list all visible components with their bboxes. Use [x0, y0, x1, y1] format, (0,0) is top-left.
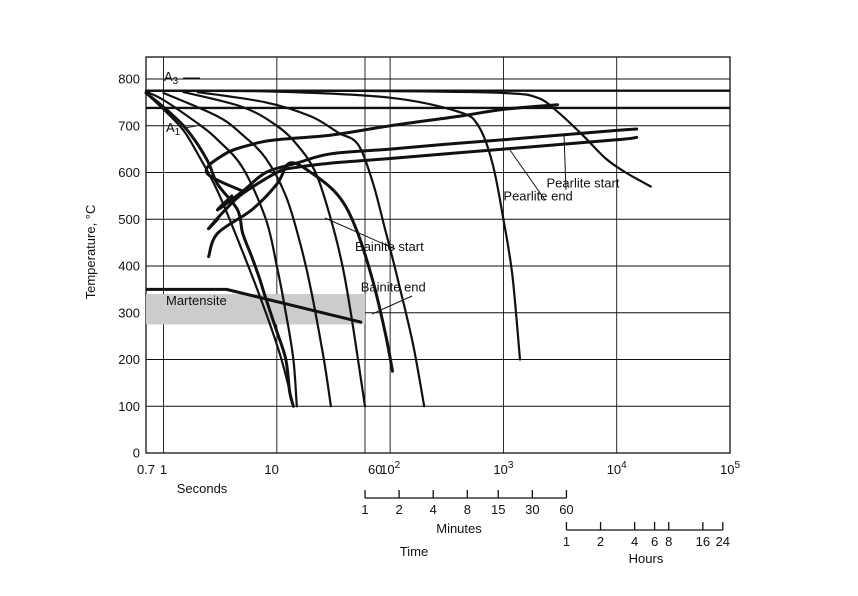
hours-tick-label: 4: [631, 534, 638, 549]
minutes-tick-label: 2: [395, 502, 402, 517]
hours-tick-label: 8: [665, 534, 672, 549]
minutes-label: Minutes: [436, 521, 482, 536]
transformation-curve-3: [216, 127, 639, 212]
cooling-curve-5: [196, 91, 426, 408]
hours-tick-label: 1: [563, 534, 570, 549]
y-tick-label: 100: [118, 399, 140, 414]
x-tick-label: 0.7: [137, 462, 155, 477]
a3-label: A3: [164, 69, 179, 87]
x-tick-label: 103: [493, 460, 513, 477]
transformation-curve-2: [204, 103, 559, 193]
x-tick-label: 1: [160, 462, 167, 477]
x-tick-label: 10: [264, 462, 278, 477]
curves: [144, 89, 730, 408]
annotation-label: Pearlite start: [546, 175, 619, 190]
y-tick-label: 200: [118, 352, 140, 367]
bainite-end-leader: [371, 295, 413, 315]
minutes-tick-label: 30: [525, 502, 539, 517]
y-tick-label: 500: [118, 212, 140, 227]
x-tick-label: 104: [607, 460, 627, 477]
x-units-label: Seconds: [177, 481, 228, 496]
minutes-tick-label: 15: [491, 502, 505, 517]
hours-tick-label: 2: [597, 534, 604, 549]
hours-label: Hours: [629, 551, 664, 566]
a1-leader: [183, 125, 197, 129]
pearlite-end-leader: [509, 149, 546, 201]
annotation-label: Bainite end: [361, 280, 426, 295]
y-tick-label: 700: [118, 118, 140, 133]
cooling-curve-3: [162, 91, 332, 408]
x-tick-label: 102: [380, 460, 400, 477]
bainite-start-leader: [324, 217, 396, 250]
y-tick-label: 400: [118, 259, 140, 274]
y-tick-label: 300: [118, 305, 140, 320]
transformation-curve-1: [144, 91, 295, 408]
cooling-curve-1: [144, 91, 295, 408]
transformation-curve-5: [207, 161, 394, 373]
martensite-label: Martensite: [166, 293, 227, 308]
hours-tick-label: 24: [716, 534, 730, 549]
martensite-band: [146, 294, 365, 325]
plot-frame: [145, 56, 731, 454]
annotation-label: Pearlite end: [503, 189, 572, 204]
cooling-curve-4: [182, 91, 367, 408]
pearlite-start-leader: [563, 134, 567, 191]
y-axis-label: Temperature, °C: [83, 205, 98, 300]
bainite-end-lower: [225, 287, 363, 324]
cooling-curve-7: [144, 89, 652, 188]
y-tick-label: 0: [133, 446, 140, 461]
minutes-tick-label: 60: [559, 502, 573, 517]
x-tick-label: 105: [720, 460, 740, 477]
y-tick-label: 600: [118, 165, 140, 180]
minutes-tick-label: 1: [361, 502, 368, 517]
grid: [145, 56, 731, 531]
y-tick-label: 800: [118, 72, 140, 87]
cooling-curve-2: [144, 90, 298, 408]
martensite-shading: [146, 294, 365, 325]
hours-tick-label: 16: [696, 534, 710, 549]
minutes-tick-label: 4: [430, 502, 437, 517]
x-tick-label: 60: [368, 462, 382, 477]
x-axis-label: Time: [400, 544, 428, 559]
hours-tick-label: 6: [651, 534, 658, 549]
minutes-tick-label: 8: [464, 502, 471, 517]
